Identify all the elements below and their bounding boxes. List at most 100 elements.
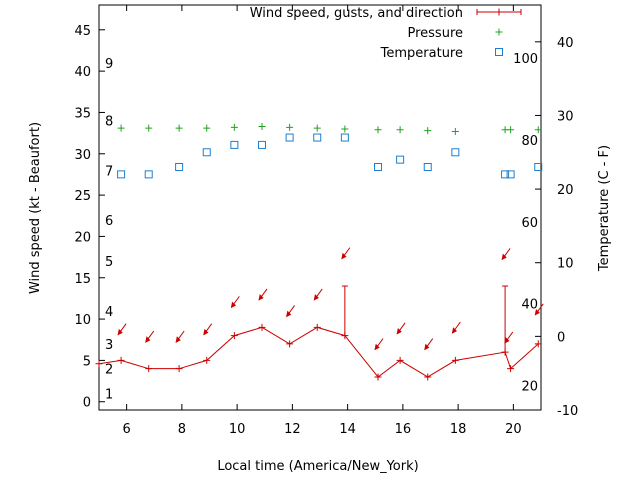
- beaufort-label: 3: [105, 338, 113, 353]
- beaufort-label: 4: [105, 305, 113, 320]
- temperature-point: [534, 163, 543, 171]
- temperature-point: [423, 163, 432, 171]
- pressure-point: [175, 124, 183, 132]
- temperature-point: [285, 133, 294, 142]
- temperature-point: [175, 163, 184, 171]
- y-right-tick-label: 10: [557, 257, 574, 272]
- temperature-point: [117, 170, 126, 179]
- legend: Wind speed, gusts, and direction Pressure…: [250, 6, 522, 61]
- temperature-point: [313, 133, 322, 142]
- temperature-point: [374, 163, 383, 171]
- temperature-point: [257, 140, 266, 149]
- temperature-point: [501, 170, 510, 179]
- y-left-axis-ticks: 0 5 10 15 20 25 30 35 40 45: [74, 24, 105, 411]
- pressure-point: [451, 127, 459, 135]
- x-tick-label: 12: [284, 422, 301, 437]
- fahrenheit-labels: 20 40 60 80 100: [513, 52, 538, 394]
- pressure-point: [258, 123, 266, 130]
- beaufort-labels: 1 2 3 4 5 6 7 8 9: [105, 57, 113, 403]
- pressure-point: [286, 123, 294, 131]
- temperature-point: [202, 148, 211, 157]
- wind-arrow-head: [374, 343, 380, 351]
- pressure-point: [341, 125, 349, 133]
- wind-arrow-head: [313, 294, 319, 301]
- wind-arrow-head: [501, 253, 507, 261]
- pressure-point: [145, 124, 153, 132]
- y-right-tick-label: 40: [557, 36, 574, 51]
- temperature-series: [117, 133, 543, 179]
- temperature-point: [340, 133, 349, 142]
- pressure-series: [117, 123, 542, 135]
- y-left-tick-label: 20: [74, 230, 91, 245]
- wind-speed-point: [396, 356, 404, 364]
- plot-frame: [98, 4, 542, 411]
- wind-speed-point: [313, 323, 321, 331]
- x-tick-label: 8: [178, 422, 186, 437]
- y-left-tick-label: 40: [74, 65, 91, 80]
- fahrenheit-label: 100: [513, 52, 538, 67]
- wind-speed-point: [374, 373, 382, 381]
- wind-speed-point: [534, 340, 542, 348]
- y-right-tick-label: 30: [557, 109, 574, 124]
- y-right-axis-label: Temperature (C - F): [597, 145, 612, 272]
- fahrenheit-label: 80: [521, 134, 538, 149]
- wind-direction-arrows: [117, 247, 544, 351]
- y-left-tick-label: 35: [74, 106, 91, 121]
- y-left-axis-label: Wind speed (kt - Beaufort): [28, 122, 43, 294]
- wind-speed-point: [507, 365, 515, 373]
- beaufort-label: 2: [105, 363, 113, 378]
- beaufort-label: 1: [105, 387, 113, 402]
- x-tick-label: 20: [505, 422, 522, 437]
- x-tick-label: 10: [229, 422, 246, 437]
- legend-label: Wind speed, gusts, and direction: [250, 6, 463, 21]
- wind-arrow-head: [534, 309, 540, 316]
- y-left-tick-label: 5: [83, 354, 91, 369]
- y-left-tick-label: 45: [74, 24, 91, 39]
- wind-arrow-head: [286, 310, 292, 318]
- x-tick-label: 16: [395, 422, 412, 437]
- pressure-point: [507, 126, 515, 134]
- y-right-tick-label: 20: [557, 183, 574, 198]
- pressure-point: [117, 124, 125, 132]
- beaufort-label: 6: [105, 214, 113, 229]
- wind-arrow-head: [175, 336, 181, 343]
- fahrenheit-label: 60: [521, 216, 538, 231]
- pressure-point: [230, 123, 238, 131]
- wind-speed-point: [230, 332, 238, 340]
- legend-label: Pressure: [407, 26, 463, 41]
- fahrenheit-label: 20: [521, 379, 538, 394]
- wind-speed-point: [203, 356, 211, 364]
- wind-speed-point: [258, 323, 266, 331]
- wind-speed-point: [95, 360, 103, 368]
- temperature-point: [396, 155, 405, 164]
- temperature-point: [144, 170, 153, 179]
- temperature-point: [506, 170, 515, 179]
- y-right-tick-label: 0: [557, 330, 565, 345]
- legend-marker: [495, 48, 503, 56]
- wind-arrow-head: [117, 328, 123, 336]
- temperature-point: [230, 140, 239, 149]
- x-axis-ticks: 6 8 10 12 14 16 18 20: [122, 5, 522, 437]
- beaufort-label: 7: [105, 164, 113, 179]
- pressure-point: [396, 126, 404, 134]
- y-left-tick-label: 0: [83, 396, 91, 411]
- wind-speed-point: [145, 365, 153, 373]
- wind-arrow-head: [258, 294, 264, 301]
- wind-speed-line: [98, 326, 539, 378]
- x-tick-label: 14: [339, 422, 356, 437]
- x-tick-label: 6: [122, 422, 130, 437]
- temperature-point: [451, 148, 460, 157]
- legend-marker: [495, 8, 503, 16]
- wind-speed-point: [175, 365, 183, 373]
- legend-label: Temperature: [380, 46, 463, 61]
- wind-speed-point: [117, 356, 125, 364]
- wind-arrow-head: [203, 328, 209, 336]
- y-left-tick-label: 30: [74, 148, 91, 163]
- wind-arrow-head: [504, 337, 510, 344]
- y-right-axis-ticks: -10 0 10 20 30 40: [535, 36, 578, 419]
- wind-arrow-head: [230, 301, 237, 309]
- beaufort-label: 9: [105, 57, 113, 72]
- pressure-point: [424, 127, 432, 135]
- wind-arrow-head: [396, 328, 402, 335]
